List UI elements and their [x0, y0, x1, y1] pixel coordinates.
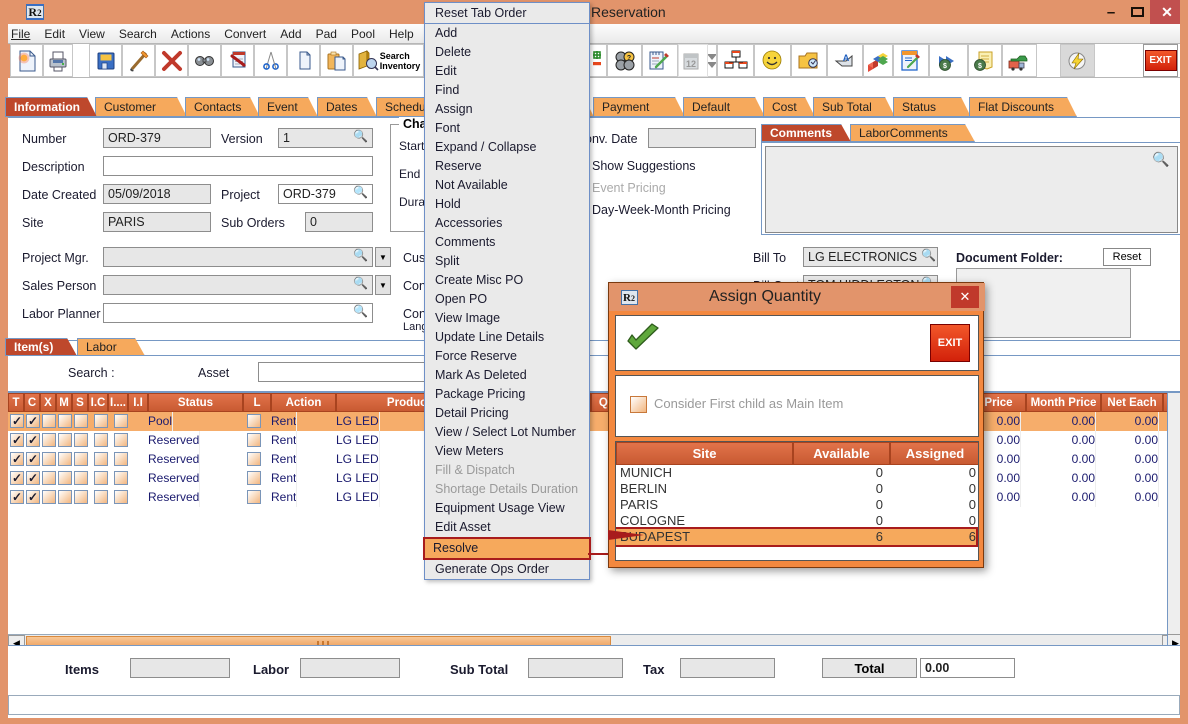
svg-text:A: A	[843, 53, 850, 63]
svg-text:$: $	[943, 63, 947, 70]
svg-text:12: 12	[686, 59, 696, 69]
svg-text:$: $	[978, 63, 982, 70]
